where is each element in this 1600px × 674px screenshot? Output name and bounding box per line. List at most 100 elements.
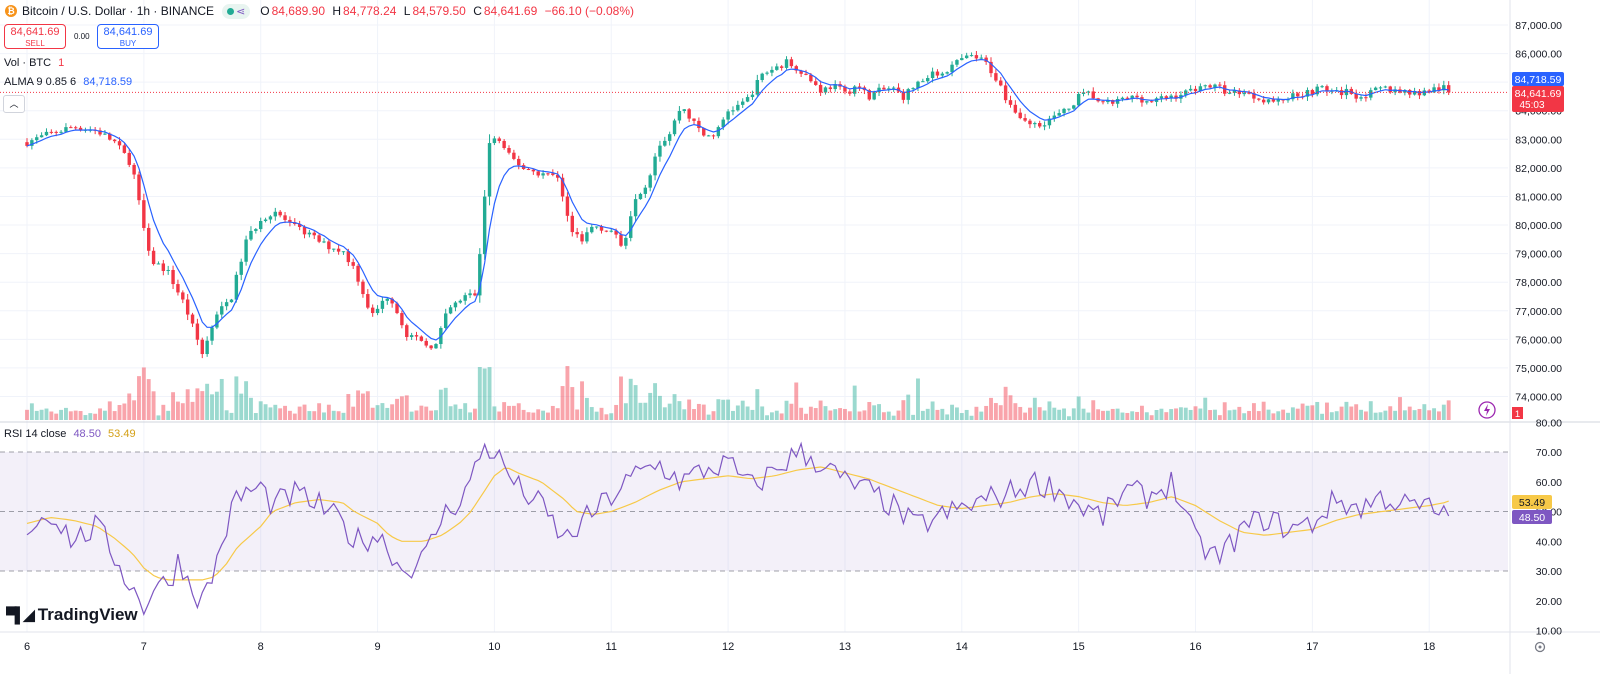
settings-gear-icon[interactable] — [1534, 641, 1546, 653]
candle-body — [1101, 101, 1105, 103]
candle-body — [1042, 125, 1047, 127]
candle-body — [307, 232, 312, 235]
lightning-icon[interactable] — [1478, 401, 1496, 419]
volume-bar — [886, 411, 891, 420]
volume-bar — [429, 410, 434, 420]
candle-body — [814, 81, 818, 85]
volume-bar — [219, 378, 224, 420]
volume-bar — [1028, 407, 1032, 420]
volume-bar — [731, 410, 735, 420]
volume-bar — [1208, 410, 1213, 420]
candle-body — [444, 313, 448, 329]
candle-body — [258, 221, 263, 230]
volume-bar — [1242, 413, 1247, 420]
volume-bar — [769, 412, 774, 420]
candle-body — [1052, 115, 1057, 119]
candle-body — [171, 269, 175, 285]
candle-body — [1067, 108, 1071, 110]
volume-bar — [818, 400, 823, 420]
candle-body — [916, 81, 920, 89]
candle-body — [575, 232, 579, 235]
price-tick-label: 77,000.00 — [1515, 306, 1562, 318]
volume-bar — [930, 401, 935, 420]
candle-body — [1378, 87, 1383, 89]
volume-bar — [1144, 412, 1149, 420]
volume-bar — [896, 410, 901, 420]
candle-body — [702, 128, 706, 136]
collapse-legend-button[interactable]: ︿ — [3, 95, 25, 113]
volume-bar — [477, 367, 482, 420]
volume-bar — [443, 387, 448, 420]
volume-bar — [1247, 410, 1252, 420]
volume-bar — [1359, 409, 1363, 420]
candle-body — [224, 302, 229, 307]
rsi-ma-axis-label: 53.49 — [1512, 495, 1552, 509]
symbol-title[interactable]: Bitcoin / U.S. Dollar · 1h · BINANCE — [22, 4, 215, 18]
volume-bar — [190, 401, 195, 420]
candle-body — [570, 215, 575, 233]
volume-bar — [1286, 412, 1290, 420]
candle-body — [1383, 86, 1388, 88]
volume-bar — [521, 409, 526, 420]
volume-bar — [881, 412, 886, 420]
volume-bar — [1300, 403, 1305, 420]
alma-legend-name: ALMA 9 0.85 6 — [4, 76, 77, 88]
candle-body — [614, 230, 618, 235]
candle-body — [317, 235, 321, 242]
volume-bar — [1037, 407, 1042, 420]
volume-bar — [584, 397, 589, 420]
time-axis[interactable]: 6 7 8 9 10 11 12 13 14 15 16 17 18 — [24, 641, 1435, 653]
volume-bar — [258, 401, 263, 420]
price-tick-label: 86,000.00 — [1515, 49, 1562, 61]
candle-body — [1393, 89, 1397, 93]
volume-bar — [88, 413, 93, 420]
candle-body — [147, 227, 151, 251]
candle-body — [448, 307, 453, 314]
candle-body — [828, 87, 833, 90]
high-value: 84,778.24 — [343, 4, 397, 18]
volume-bar — [619, 376, 623, 420]
candle-body — [770, 69, 774, 73]
volume-legend[interactable]: Vol · BTC 1 — [4, 57, 64, 69]
candle-body — [624, 237, 628, 246]
candle-body — [44, 131, 49, 136]
candle-body — [385, 298, 389, 301]
market-status-badge[interactable]: ⋖ — [222, 3, 251, 19]
candle-body — [1412, 91, 1417, 95]
last-price-text: 84,641.69 — [1515, 88, 1562, 100]
volume-bar — [1305, 405, 1310, 420]
candle-body — [351, 262, 355, 266]
buy-button[interactable]: 84,641.69 BUY — [97, 24, 159, 49]
volume-bar — [536, 409, 541, 420]
alma-price-label: 84,718.59 — [1512, 72, 1564, 86]
candle-body — [1159, 96, 1164, 99]
alma-legend[interactable]: ALMA 9 0.85 6 84,718.59 — [4, 76, 132, 88]
sell-button[interactable]: 84,641.69 SELL — [4, 24, 66, 49]
volume-bar — [380, 403, 385, 420]
candle-body — [1232, 90, 1237, 93]
rsi-legend[interactable]: RSI 14 close 48.50 53.49 — [4, 428, 136, 440]
candle-body — [229, 299, 234, 303]
volume-bar — [1441, 404, 1446, 420]
volume-bar — [628, 378, 633, 420]
volume-bar — [774, 410, 779, 420]
volume-bar — [565, 366, 570, 420]
candle-body — [132, 164, 136, 175]
volume-bar — [843, 408, 847, 420]
candle-body — [565, 196, 570, 216]
candle-body — [414, 335, 419, 337]
candle-body — [122, 145, 127, 153]
volume-bar — [287, 410, 292, 420]
volume-bar — [653, 383, 658, 420]
volume-bar — [507, 405, 511, 420]
candle-body — [638, 193, 643, 200]
tradingview-logo[interactable]: ▀▌◢ TradingView — [6, 605, 138, 625]
volume-bar — [609, 413, 614, 420]
volume-bar — [385, 407, 390, 420]
candle-body — [239, 261, 243, 275]
volume-bar — [833, 409, 838, 420]
candle-body — [726, 111, 730, 120]
candle-body — [872, 92, 876, 100]
